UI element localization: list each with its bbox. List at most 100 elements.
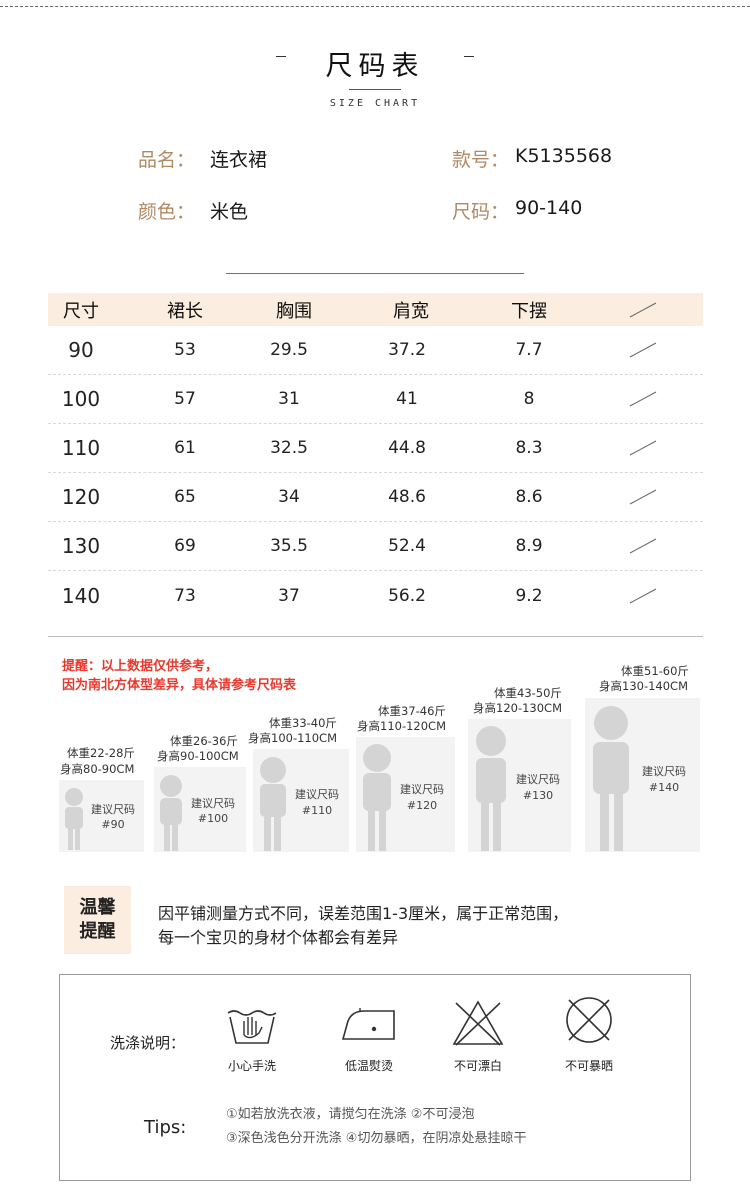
header-dress-length: 裙长 <box>167 300 203 322</box>
tips-line-2: ③深色浅色分开洗涤 ④切勿暴晒，在阴凉处悬挂晾干 <box>226 1131 527 1146</box>
kid-suggest: 建议尺码 <box>91 803 135 816</box>
kid-code: #100 <box>197 812 229 825</box>
product-name-label: 品名： <box>138 149 196 171</box>
kid-suggest: 建议尺码 <box>516 773 560 786</box>
warm-tip-line-1: 因平铺测量方式不同，误差范围1-3厘米，属于正常范围， <box>158 904 569 923</box>
kid-card-140: 建议尺码 #140 <box>585 698 700 852</box>
cell-dress-length: 69 <box>174 536 196 556</box>
top-dashed-border <box>0 6 750 7</box>
cell-chest: 29.5 <box>270 340 308 360</box>
cell-dress-length: 73 <box>174 585 196 606</box>
child-silhouette-icon <box>260 757 286 851</box>
cell-chest: 32.5 <box>270 438 308 458</box>
header-shoulder: 肩宽 <box>393 300 429 322</box>
header-empty-slash <box>613 293 673 326</box>
kid-height: 身高120-130CM <box>473 701 563 715</box>
care-label: 洗涤说明： <box>110 1034 186 1052</box>
child-silhouette-icon <box>593 706 629 851</box>
slash-mark <box>629 342 657 358</box>
color-value: 米色 <box>210 201 249 223</box>
product-name-value: 连衣裙 <box>210 149 268 171</box>
size-table: 尺寸 裙长 胸围 肩宽 下摆 90 53 29.5 37.2 7.7 100 5… <box>48 293 703 620</box>
kid-height: 身高80-90CM <box>60 762 135 776</box>
header-size: 尺寸 <box>63 300 99 322</box>
table-row: 130 69 35.5 52.4 8.9 <box>48 522 703 571</box>
kid-suggest: 建议尺码 <box>400 783 444 796</box>
cell-hem: 8 <box>523 389 535 409</box>
tips-label: Tips: <box>144 1117 187 1138</box>
table-row: 140 73 37 56.2 9.2 <box>48 571 703 620</box>
cell-size: 100 <box>61 387 101 411</box>
warm-tip-line-2: 每一个宝贝的身材个体都会有差异 <box>158 928 399 947</box>
size-range-label: 尺码： <box>452 201 510 223</box>
page-subtitle: SIZE CHART <box>329 98 421 109</box>
title-right-dash <box>464 56 474 57</box>
no-sun-dry-icon <box>566 997 612 1043</box>
cell-empty-slash <box>613 326 673 374</box>
care-instructions-box: 洗涤说明： 小心手洗 低温熨烫 不可漂白 不可暴晒 Tips: ①如若放洗衣液，… <box>59 974 691 1181</box>
cell-shoulder: 37.2 <box>388 340 426 360</box>
cell-empty-slash <box>613 424 673 472</box>
table-row: 100 57 31 41 8 <box>48 375 703 424</box>
cell-dress-length: 61 <box>174 438 196 458</box>
reminder-line-2: 因为南北方体型差异，具体请参考尺码表 <box>62 678 297 693</box>
slash-mark <box>629 588 657 603</box>
slash-mark <box>629 538 657 554</box>
cell-hem: 8.6 <box>515 487 543 507</box>
cell-empty-slash <box>613 473 673 521</box>
hand-wash-caption: 小心手洗 <box>227 1059 276 1073</box>
table-bottom-rule <box>48 636 703 637</box>
child-silhouette-icon <box>476 726 506 851</box>
cell-size: 130 <box>61 534 101 558</box>
cell-shoulder: 48.6 <box>388 487 426 507</box>
warm-tip-label-line-2: 提醒 <box>79 921 116 942</box>
cell-size: 90 <box>68 338 94 362</box>
cell-shoulder: 52.4 <box>388 536 426 556</box>
cell-shoulder: 44.8 <box>388 438 426 458</box>
title-left-dash <box>276 56 286 57</box>
color-label: 颜色： <box>138 201 196 223</box>
title-underline <box>349 89 401 90</box>
kid-card-90: 建议尺码 #90 <box>59 780 144 852</box>
kid-code: #120 <box>406 799 438 812</box>
kid-height: 身高130-140CM <box>599 679 689 693</box>
kid-weight: 体重43-50斤 <box>494 686 562 700</box>
low-iron-icon <box>341 1008 395 1040</box>
kid-card-110: 建议尺码 #110 <box>253 749 349 852</box>
child-silhouette-icon <box>160 775 182 851</box>
style-number-value: K5135568 <box>515 145 613 167</box>
cell-chest: 35.5 <box>270 536 308 556</box>
page-title: 尺码表 <box>325 51 425 82</box>
kid-weight: 体重37-46斤 <box>378 704 446 718</box>
kid-card-130: 建议尺码 #130 <box>468 719 571 852</box>
kid-suggest: 建议尺码 <box>642 765 686 778</box>
cell-dress-length: 53 <box>174 340 196 360</box>
table-row: 90 53 29.5 37.2 7.7 <box>48 326 703 375</box>
kid-suggest: 建议尺码 <box>191 797 235 810</box>
cell-dress-length: 65 <box>174 487 196 507</box>
kid-code: #110 <box>301 804 333 817</box>
table-header-row: 尺寸 裙长 胸围 肩宽 下摆 <box>48 293 703 326</box>
kid-code: #90 <box>101 818 125 831</box>
cell-chest: 31 <box>278 389 300 409</box>
header-chest: 胸围 <box>276 300 312 322</box>
cell-dress-length: 57 <box>174 389 196 409</box>
kid-height: 身高110-120CM <box>357 719 447 733</box>
cell-chest: 37 <box>278 585 300 606</box>
style-number-label: 款号： <box>452 149 510 171</box>
cell-hem: 7.7 <box>515 340 543 360</box>
kid-height: 身高100-110CM <box>248 731 338 745</box>
no-bleach-icon <box>452 1000 504 1046</box>
cell-hem: 8.9 <box>515 536 543 556</box>
table-row: 120 65 34 48.6 8.6 <box>48 473 703 522</box>
info-separator <box>226 273 524 274</box>
cell-hem: 8.3 <box>515 438 543 458</box>
cell-size: 140 <box>61 583 101 608</box>
cell-chest: 34 <box>278 487 300 507</box>
size-range-value: 90-140 <box>515 197 583 219</box>
cell-empty-slash <box>613 375 673 423</box>
reminder-line-1: 提醒：以上数据仅供参考， <box>62 659 219 674</box>
warm-tip-label-line-1: 温馨 <box>79 897 116 918</box>
cell-empty-slash <box>613 522 673 570</box>
low-iron-caption: 低温熨烫 <box>344 1059 393 1073</box>
